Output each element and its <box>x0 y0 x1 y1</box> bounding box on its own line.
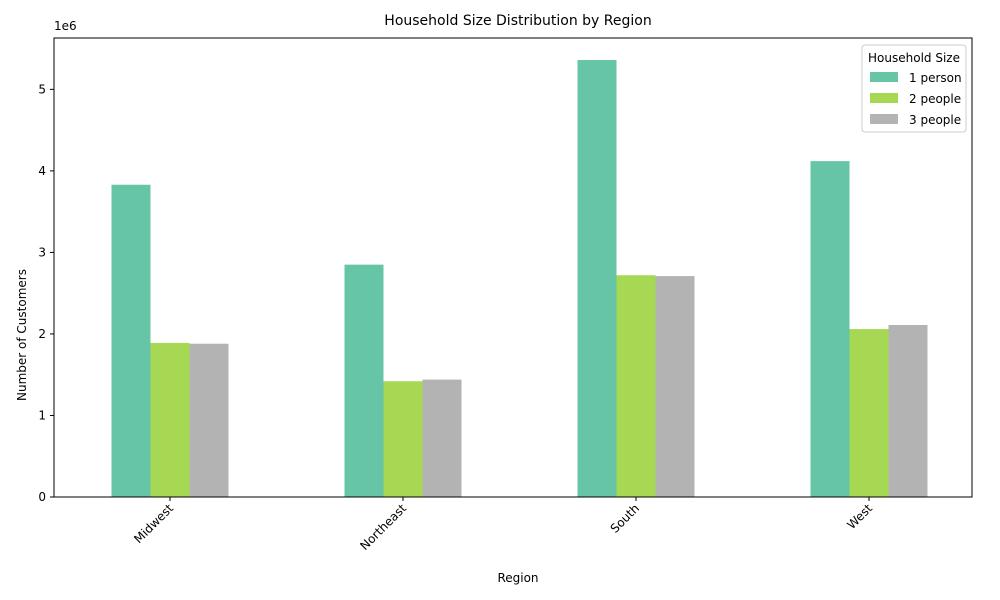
bar-midwest-1 <box>111 184 151 497</box>
x-tick-label: West <box>844 501 875 532</box>
legend-swatch <box>870 93 898 103</box>
bar-midwest-3 <box>189 343 229 497</box>
x-tick-label: South <box>608 501 643 536</box>
x-ticks: Midwest Northeast South West <box>131 497 875 553</box>
y-tick-label: 1 <box>38 408 46 422</box>
bar-south-3 <box>655 276 695 497</box>
bar-south-2 <box>616 275 656 497</box>
legend-label: 3 people <box>909 113 961 127</box>
x-tick-label: Northeast <box>357 501 409 553</box>
bar-northeast-3 <box>422 379 462 497</box>
legend-label: 2 people <box>909 92 961 106</box>
legend-label: 1 person <box>909 71 962 85</box>
bar-south-1 <box>577 60 617 498</box>
y-offset-label: 1e6 <box>54 19 77 33</box>
bar-west-3 <box>888 324 928 497</box>
bar-west-2 <box>849 329 889 497</box>
y-axis-label: Number of Customers <box>15 269 29 401</box>
bars-group <box>111 60 928 498</box>
y-tick-label: 0 <box>38 490 46 504</box>
bar-northeast-2 <box>383 381 423 497</box>
y-tick-label: 5 <box>38 82 46 96</box>
legend-swatch <box>870 114 898 124</box>
legend: Household Size 1 person 2 people 3 people <box>861 44 967 133</box>
y-tick-label: 3 <box>38 245 46 259</box>
y-ticks: 0 1 2 3 4 5 <box>38 82 54 504</box>
y-tick-label: 2 <box>38 327 46 341</box>
plot-frame <box>53 37 973 498</box>
bar-west-1 <box>810 161 850 497</box>
chart-title: Household Size Distribution by Region <box>384 13 651 29</box>
legend-box <box>861 44 967 133</box>
legend-swatch <box>870 72 898 82</box>
y-tick-label: 4 <box>38 164 46 178</box>
x-axis-label: Region <box>497 571 538 585</box>
bar-northeast-1 <box>344 264 384 497</box>
x-tick-label: Midwest <box>131 501 176 546</box>
bar-midwest-2 <box>150 342 190 497</box>
legend-title: Household Size <box>868 51 960 65</box>
